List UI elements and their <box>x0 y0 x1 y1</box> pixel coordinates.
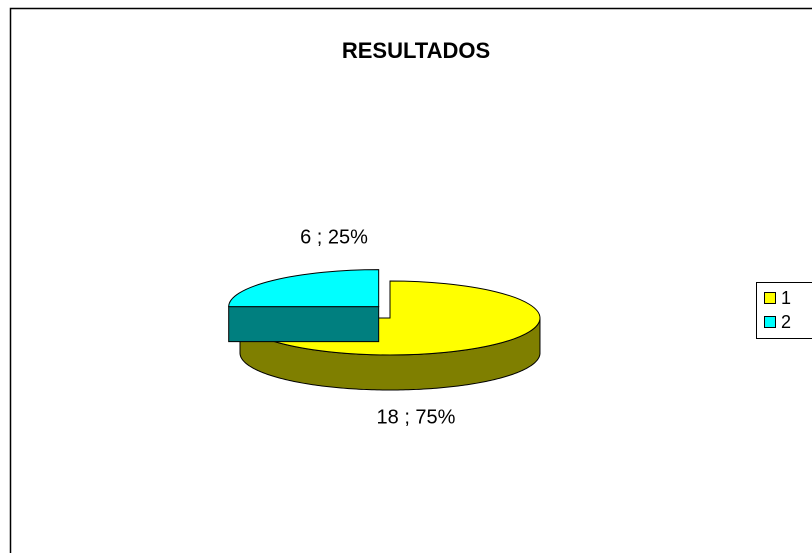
legend-box <box>756 282 812 339</box>
pie-slice <box>228 269 380 308</box>
legend-swatch <box>764 292 776 304</box>
pie-cut-face <box>228 306 380 343</box>
legend-swatch <box>764 316 776 328</box>
chart-title: RESULTADOS <box>342 38 490 63</box>
legend-label: 1 <box>781 288 791 308</box>
chart-frame <box>9 7 812 553</box>
data-label: 18 ; 75% <box>377 406 456 428</box>
data-label: 6 ; 25% <box>300 226 368 248</box>
legend-label: 2 <box>781 312 791 332</box>
